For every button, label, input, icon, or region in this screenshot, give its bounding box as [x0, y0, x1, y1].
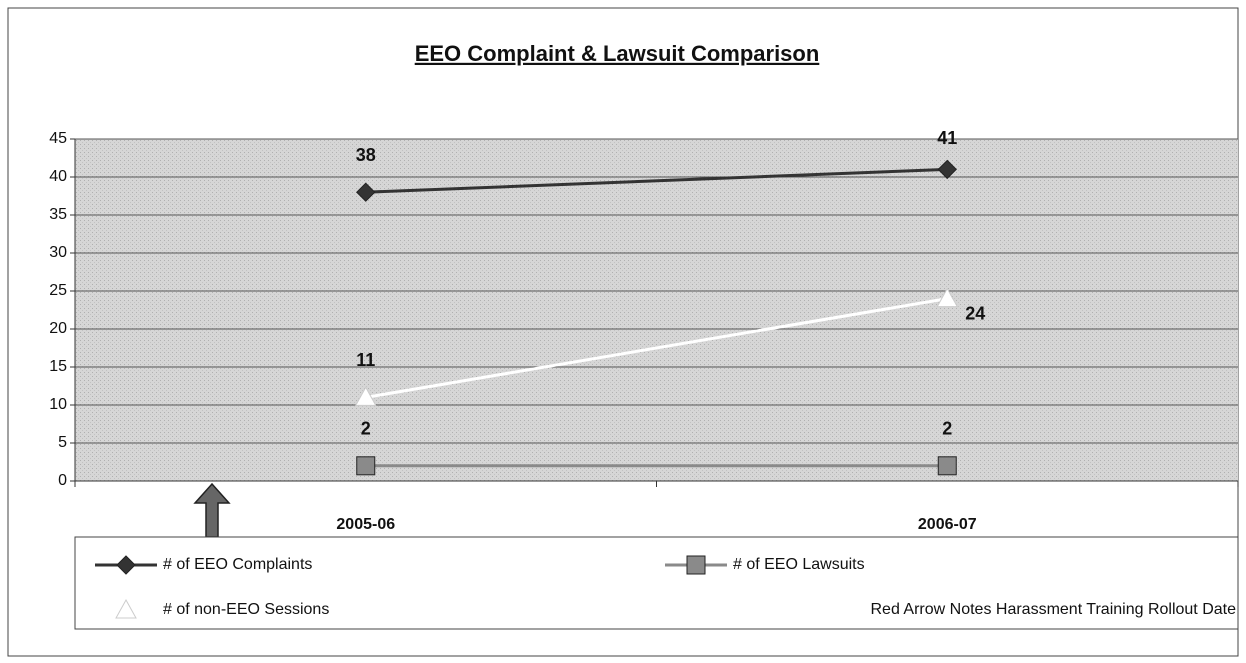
- y-tick-label: 0: [58, 472, 67, 489]
- legend-marker: [115, 598, 137, 619]
- data-label: 24: [965, 303, 985, 323]
- legend-label: # of EEO Complaints: [163, 556, 312, 573]
- x-tick-label: 2005-06: [336, 516, 395, 533]
- plot-area: [75, 139, 1238, 481]
- data-label: 2: [942, 419, 952, 439]
- y-tick-label: 25: [49, 282, 67, 299]
- y-tick-label: 45: [49, 130, 67, 147]
- point: [354, 386, 377, 406]
- legend-marker: [116, 555, 136, 575]
- point: [936, 287, 959, 308]
- point: [937, 159, 957, 180]
- point: [937, 456, 957, 476]
- legend-label: # of EEO Lawsuits: [733, 556, 865, 573]
- legend-note: Red Arrow Notes Harassment Training Roll…: [871, 601, 1237, 618]
- y-tick-label: 15: [49, 358, 67, 375]
- x-tick-label: 2006-07: [918, 516, 977, 533]
- y-tick-label: 40: [49, 168, 67, 185]
- data-label: 38: [356, 145, 376, 165]
- data-label: 2: [361, 419, 371, 439]
- series-line: [365, 297, 948, 399]
- series-line: [365, 167, 948, 194]
- y-tick-label: 30: [49, 244, 67, 261]
- data-label: 11: [356, 350, 375, 370]
- legend-label: # of non-EEO Sessions: [163, 601, 329, 618]
- point: [356, 182, 376, 202]
- y-tick-label: 5: [58, 434, 67, 451]
- y-tick-label: 10: [49, 396, 67, 413]
- y-tick-label: 20: [49, 320, 67, 337]
- chart-title: EEO Complaint & Lawsuit Comparison: [415, 41, 820, 66]
- legend-marker: [686, 555, 706, 575]
- legend: [74, 536, 1239, 630]
- data-label: 41: [937, 128, 957, 148]
- point: [356, 456, 376, 476]
- y-tick-label: 35: [49, 206, 67, 223]
